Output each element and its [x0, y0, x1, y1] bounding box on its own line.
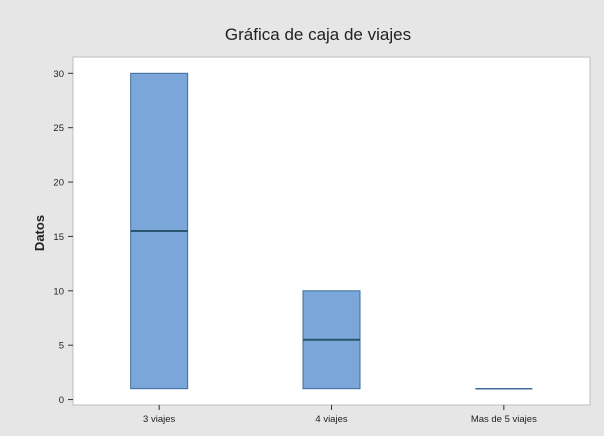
x-axis: 3 viajes 4 viajes Mas de 5 viajes	[143, 405, 537, 425]
chart-title: Gráfica de caja de viajes	[225, 25, 411, 44]
y-axis-label: Datos	[32, 215, 47, 251]
boxes	[130, 72, 533, 390]
y-tick-label: 30	[53, 69, 64, 80]
x-tick-label: 4 viajes	[315, 414, 347, 425]
y-tick-label: 15	[53, 232, 64, 243]
x-tick-label: 3 viajes	[143, 414, 175, 425]
y-axis: 0 5 10 15 20 25 30	[53, 69, 73, 406]
box-2	[302, 290, 361, 390]
y-tick-label: 10	[53, 286, 64, 297]
x-tick-label: Mas de 5 viajes	[471, 414, 537, 425]
y-tick-label: 20	[53, 178, 64, 189]
box-1	[130, 72, 189, 390]
y-tick-label: 0	[59, 395, 64, 406]
y-tick-label: 5	[59, 341, 64, 352]
y-tick-label: 25	[53, 123, 64, 134]
